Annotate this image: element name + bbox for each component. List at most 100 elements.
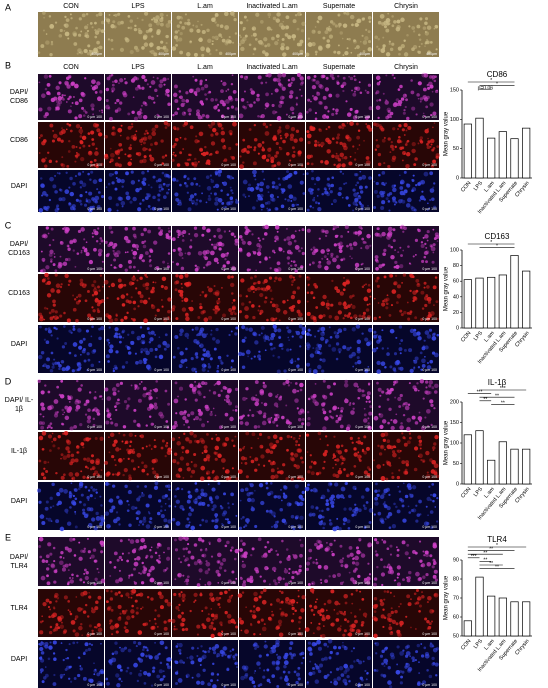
- cell: [377, 444, 380, 448]
- cell: [193, 452, 197, 457]
- cell: [361, 285, 365, 289]
- cell: [112, 245, 116, 249]
- cell: [289, 251, 293, 255]
- cell: [212, 40, 214, 43]
- cell: [179, 183, 182, 187]
- cell: [80, 623, 83, 626]
- cell: [427, 137, 429, 140]
- cell: [214, 445, 220, 451]
- cell: [349, 316, 353, 320]
- cell: [185, 312, 189, 316]
- cell: [419, 419, 422, 423]
- micrograph: 0 μm 100: [305, 73, 373, 121]
- cell: [324, 547, 329, 552]
- cell: [230, 232, 235, 237]
- cell: [339, 424, 344, 429]
- cell: [352, 188, 356, 192]
- cell: [108, 172, 113, 177]
- cell: [55, 600, 58, 603]
- cell: [115, 267, 118, 269]
- cell: [398, 347, 403, 352]
- cell: [319, 101, 323, 105]
- cell: [117, 12, 121, 16]
- cell: [113, 266, 117, 269]
- cell: [324, 234, 328, 238]
- cell: [179, 351, 184, 356]
- cell: [80, 249, 83, 252]
- scale-label: 400μm: [91, 52, 102, 56]
- cell: [332, 227, 335, 231]
- cell: [178, 467, 183, 472]
- cell: [199, 476, 205, 481]
- cell: [386, 461, 391, 466]
- cell: [270, 28, 273, 31]
- cell: [64, 273, 69, 279]
- cell: [357, 440, 362, 445]
- scale-label: 0 μm 100: [154, 368, 169, 372]
- cell: [328, 34, 334, 39]
- cell: [187, 108, 192, 113]
- cell: [329, 415, 332, 418]
- cell: [259, 292, 264, 298]
- cell: [118, 499, 123, 504]
- cell: [311, 177, 315, 181]
- cell: [244, 196, 247, 198]
- cell: [55, 106, 58, 110]
- cell: [320, 582, 323, 584]
- micrograph: 0 μm 100: [306, 274, 372, 323]
- cell: [318, 521, 323, 526]
- cell: [274, 240, 277, 243]
- cell: [59, 240, 63, 244]
- cell: [100, 550, 104, 554]
- cell: [142, 101, 146, 105]
- cell: [367, 47, 372, 52]
- cell: [289, 117, 292, 120]
- cell: [108, 285, 111, 288]
- cell: [204, 256, 209, 261]
- micrograph: 0 μm 100: [171, 431, 239, 481]
- scale-label: 0 μm 100: [355, 115, 370, 119]
- cell: [340, 258, 344, 262]
- cell: [47, 329, 52, 334]
- micrograph-bg: [239, 170, 305, 212]
- cell: [180, 103, 185, 108]
- cell: [136, 386, 140, 390]
- cell: [49, 24, 55, 29]
- cell: [100, 469, 103, 472]
- cell: [350, 51, 353, 54]
- cell: [341, 156, 345, 160]
- cell: [245, 397, 248, 400]
- cell: [245, 228, 250, 234]
- cell: [159, 79, 164, 84]
- cell: [396, 475, 401, 480]
- cell: [305, 52, 310, 57]
- cell: [221, 38, 226, 43]
- cell: [292, 388, 297, 394]
- cell: [284, 132, 289, 138]
- cell: [402, 230, 405, 233]
- cell: [80, 30, 83, 33]
- cell: [83, 513, 89, 519]
- cell: [230, 105, 235, 109]
- cell: [436, 333, 440, 337]
- cell: [125, 38, 130, 43]
- cell: [217, 482, 221, 485]
- cell: [197, 390, 201, 394]
- micrograph: 0 μm 100: [373, 224, 440, 272]
- cell: [64, 258, 69, 262]
- cell: [81, 135, 87, 141]
- scale-label: 0 μm 100: [221, 525, 236, 529]
- cell: [287, 198, 290, 202]
- cell: [314, 335, 317, 338]
- cell: [376, 360, 381, 366]
- cell: [184, 21, 188, 25]
- cell: [247, 240, 252, 246]
- cell: [247, 287, 252, 293]
- cell: [206, 420, 209, 423]
- cell: [164, 568, 167, 572]
- cell: [159, 207, 163, 211]
- cell: [284, 198, 287, 201]
- cell: [433, 471, 438, 476]
- cell: [195, 25, 199, 28]
- cell: [211, 42, 214, 46]
